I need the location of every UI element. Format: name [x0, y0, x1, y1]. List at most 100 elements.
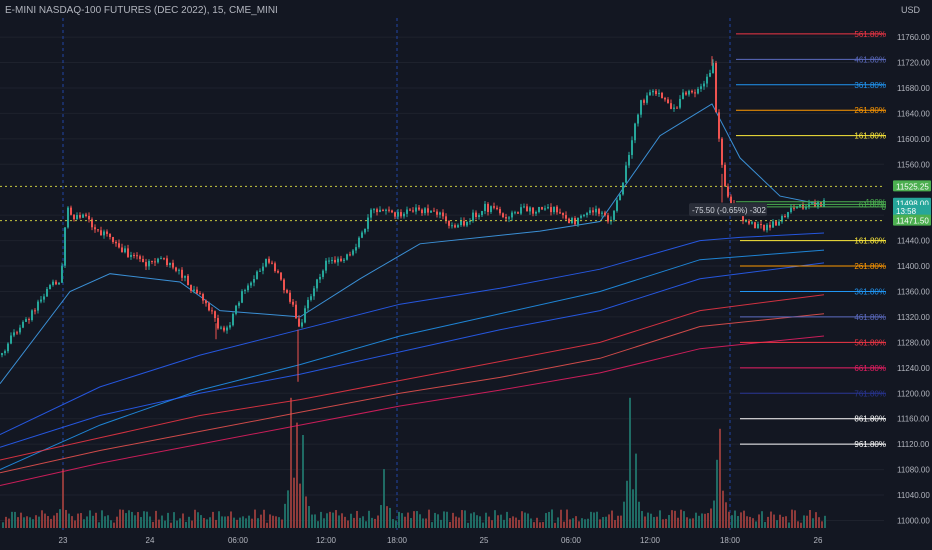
candle-body: [313, 288, 315, 297]
volume-bar: [305, 496, 307, 528]
price-tick-label: 11040.00: [897, 491, 930, 500]
volume-bar: [497, 515, 499, 528]
time-tick-label: 26: [814, 536, 823, 545]
candle-body: [640, 100, 642, 115]
volume-bar: [149, 516, 151, 528]
volume-bar: [59, 509, 61, 528]
volume-bar: [140, 517, 142, 528]
candle-body: [448, 220, 450, 226]
candle-body: [64, 227, 66, 266]
candle-body: [361, 232, 363, 238]
candle-body: [763, 224, 765, 231]
volume-bars: [2, 397, 826, 528]
volume-bar: [353, 517, 355, 528]
candle-body: [628, 154, 630, 166]
volume-bar: [647, 512, 649, 528]
candle-body: [544, 208, 546, 210]
moving-average-line: [0, 313, 825, 474]
candle-body: [766, 224, 768, 231]
volume-bar: [749, 516, 751, 528]
volume-bar: [365, 521, 367, 528]
volume-bar: [20, 512, 22, 528]
candle-body: [76, 215, 78, 220]
candle-body: [562, 212, 564, 216]
candle-body: [10, 335, 12, 344]
candle-body: [478, 215, 480, 218]
candle-body: [616, 200, 618, 211]
volume-bar: [194, 509, 196, 528]
candle-body: [289, 292, 291, 302]
price-tick-label: 11680.00: [897, 84, 930, 93]
volume-bar: [368, 510, 370, 528]
candle-body: [646, 95, 648, 103]
candle-body: [280, 272, 282, 280]
price-tick-label: 11440.00: [897, 237, 930, 246]
candle-body: [223, 327, 225, 331]
candle-body: [175, 267, 177, 271]
fib-lower-label: 461.80%: [854, 313, 886, 322]
volume-bar: [527, 513, 529, 528]
candle-body: [382, 209, 384, 211]
volume-bar: [578, 521, 580, 528]
candle-body: [565, 215, 567, 219]
candle-body: [154, 261, 156, 263]
volume-bar: [296, 422, 298, 528]
volume-bar: [311, 514, 313, 528]
volume-bar: [800, 522, 802, 528]
candle-body: [808, 203, 810, 207]
time-tick-label: 18:00: [720, 536, 741, 545]
volume-bar: [821, 521, 823, 528]
candle-body: [376, 209, 378, 213]
volume-bar: [101, 510, 103, 528]
volume-bar: [569, 519, 571, 528]
price-tick-label: 11560.00: [897, 160, 930, 169]
candle-body: [457, 225, 459, 228]
price-tick-label: 11160.00: [897, 415, 930, 424]
volume-bar: [437, 514, 439, 528]
candle-body: [487, 203, 489, 212]
time-tick-label: 06:00: [228, 536, 249, 545]
volume-bar: [716, 459, 718, 528]
candle-body: [91, 219, 93, 228]
volume-bar: [80, 513, 82, 528]
candle-body: [790, 207, 792, 213]
volume-bar: [464, 510, 466, 528]
volume-bar: [134, 515, 136, 528]
volume-bar: [326, 513, 328, 528]
volume-bar: [2, 522, 4, 528]
volume-bar: [26, 516, 28, 528]
candle-body: [4, 351, 6, 354]
volume-bar: [512, 516, 514, 528]
volume-bar: [473, 512, 475, 528]
volume-bar: [503, 519, 505, 528]
candle-body: [553, 206, 555, 213]
candle-body: [166, 258, 168, 266]
instrument-title: E-MINI NASDAQ-100 FUTURES (DEC 2022), 15…: [5, 5, 278, 16]
volume-bar: [506, 511, 508, 528]
candle-body: [649, 92, 651, 96]
candle-body: [682, 92, 684, 99]
candle-body: [250, 282, 252, 286]
candle-body: [220, 327, 222, 329]
candle-body: [121, 247, 123, 253]
volume-bar: [755, 521, 757, 528]
volume-bar: [392, 519, 394, 528]
volume-bar: [260, 514, 262, 528]
candle-body: [502, 213, 504, 218]
candle-body: [748, 220, 750, 224]
volume-bar: [257, 518, 259, 528]
volume-bar: [122, 509, 124, 528]
volume-bar: [797, 521, 799, 528]
candle-body: [304, 308, 306, 323]
candle-body: [676, 107, 678, 109]
volume-bar: [269, 514, 271, 528]
candle-body: [346, 254, 348, 260]
volume-bar: [104, 516, 106, 528]
volume-bar: [500, 514, 502, 528]
candle-body: [343, 259, 345, 261]
candle-body: [577, 217, 579, 225]
candle-body: [43, 296, 45, 300]
volume-bar: [509, 518, 511, 528]
volume-bar: [623, 501, 625, 528]
